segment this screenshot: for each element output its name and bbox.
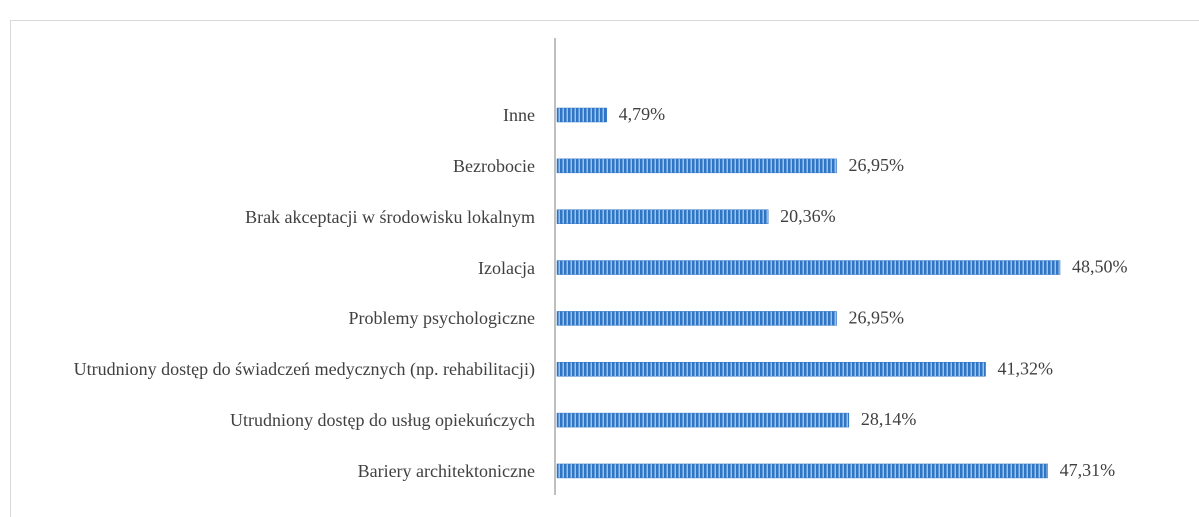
category-label: Bezrobocie	[453, 155, 535, 176]
bar	[556, 311, 837, 326]
bar	[556, 362, 986, 377]
bar	[556, 260, 1061, 275]
category-label: Bariery architektoniczne	[357, 460, 535, 481]
bar	[556, 209, 769, 224]
category-label: Brak akceptacji w środowisku lokalnym	[245, 206, 535, 227]
value-label: 41,32%	[998, 358, 1054, 378]
category-label: Utrudniony dostęp do usług opiekuńczych	[230, 410, 535, 431]
category-label: Utrudniony dostęp do świadczeń medycznyc…	[73, 359, 535, 380]
bar	[556, 463, 1048, 479]
bar	[556, 412, 850, 428]
value-label: 26,95%	[849, 308, 905, 328]
value-label: 20,36%	[780, 206, 836, 226]
bar	[556, 107, 607, 123]
value-label: 28,14%	[861, 409, 917, 429]
value-label: 47,31%	[1060, 460, 1116, 480]
value-label: 48,50%	[1072, 257, 1128, 277]
category-label: Problemy psychologiczne	[348, 308, 535, 329]
bar	[556, 158, 837, 174]
chart-border	[10, 20, 1199, 517]
value-label: 4,79%	[619, 104, 666, 124]
value-label: 26,95%	[849, 155, 905, 175]
category-label: Inne	[503, 105, 535, 125]
category-label: Izolacja	[478, 257, 535, 278]
